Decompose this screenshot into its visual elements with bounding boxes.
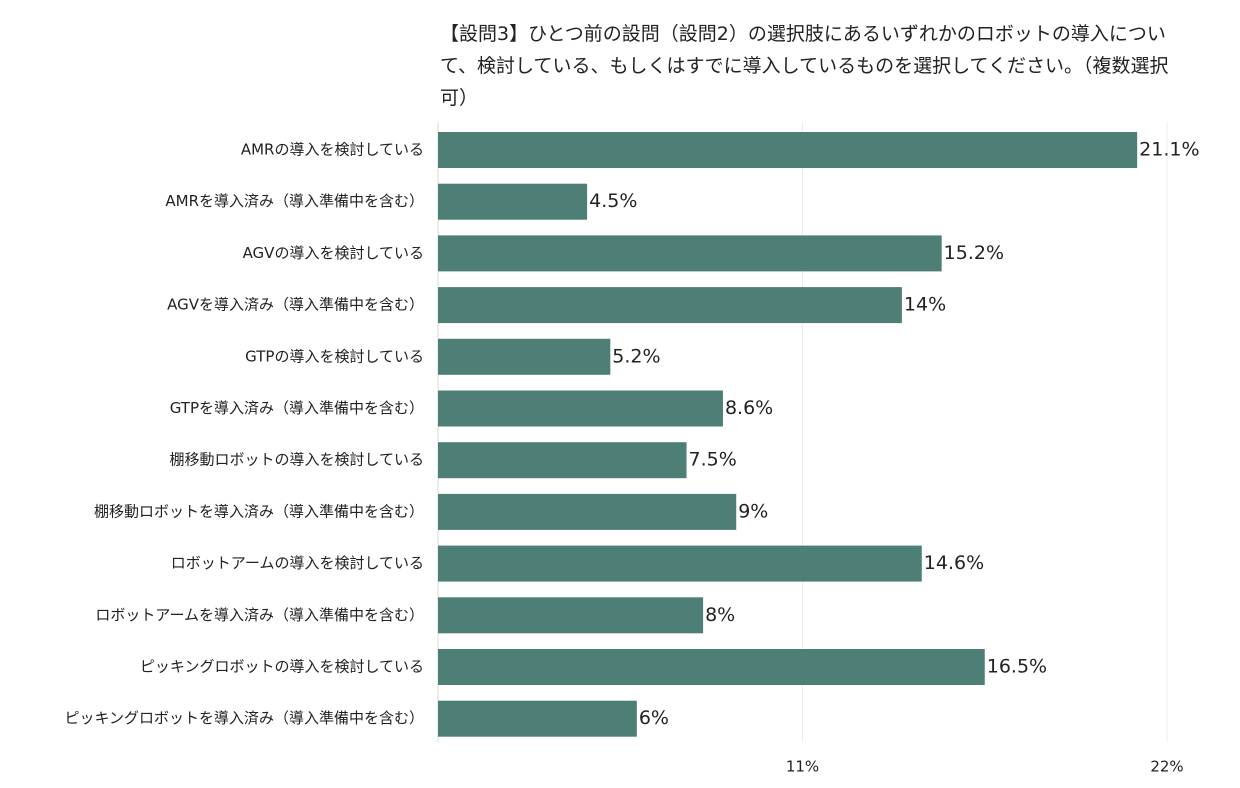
- bar-2: [438, 235, 942, 272]
- value-label-7: 9%: [738, 500, 768, 522]
- category-label-7: 棚移動ロボットを導入済み（導入準備中を含む）: [94, 502, 424, 520]
- category-label-5: GTPを導入済み（導入準備中を含む）: [170, 399, 424, 417]
- category-label-2: AGVの導入を検討している: [243, 244, 424, 262]
- category-label-1: AMRを導入済み（導入準備中を含む）: [165, 192, 424, 210]
- bar-3: [438, 287, 902, 324]
- chart-title: 【設問3】ひとつ前の設問（設問2）の選択肢にあるいずれかのロボットの導入について…: [440, 23, 1169, 109]
- value-label-5: 8.6%: [725, 397, 773, 419]
- category-label-9: ロボットアームを導入済み（導入準備中を含む）: [95, 606, 424, 624]
- bar-11: [438, 700, 637, 737]
- value-label-11: 6%: [639, 707, 669, 729]
- value-label-0: 21.1%: [1139, 139, 1199, 161]
- category-label-6: 棚移動ロボットの導入を検討している: [169, 451, 424, 469]
- bar-9: [438, 597, 704, 634]
- category-label-0: AMRの導入を検討している: [241, 141, 424, 159]
- bar-7: [438, 493, 737, 530]
- category-label-11: ピッキングロボットを導入済み（導入準備中を含む）: [64, 709, 424, 727]
- value-label-9: 8%: [705, 604, 735, 626]
- bar-6: [438, 442, 687, 479]
- value-label-6: 7.5%: [689, 449, 737, 471]
- bar-4: [438, 338, 611, 375]
- value-label-3: 14%: [904, 294, 946, 316]
- bar-0: [438, 132, 1138, 168]
- category-label-10: ピッキングロボットの導入を検討している: [140, 658, 424, 676]
- bar-10: [438, 649, 985, 685]
- bar-5: [438, 390, 723, 427]
- value-label-1: 4.5%: [589, 190, 637, 212]
- value-label-10: 16.5%: [987, 656, 1047, 678]
- x-tick-label-1: 22%: [1150, 758, 1183, 776]
- category-label-4: GTPの導入を検討している: [245, 347, 424, 365]
- bar-8: [438, 545, 922, 582]
- bar-1: [438, 183, 588, 220]
- category-label-8: ロボットアームの導入を検討している: [171, 554, 424, 572]
- value-label-8: 14.6%: [924, 552, 984, 574]
- category-label-3: AGVを導入済み（導入準備中を含む）: [167, 296, 424, 314]
- value-label-2: 15.2%: [944, 242, 1004, 264]
- x-tick-label-0: 11%: [786, 758, 819, 776]
- value-label-4: 5.2%: [612, 345, 660, 367]
